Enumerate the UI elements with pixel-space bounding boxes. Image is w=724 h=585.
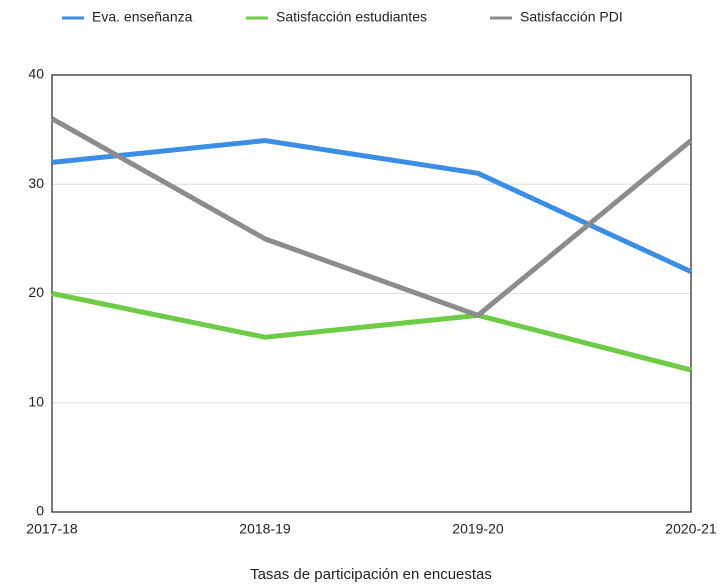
legend-label: Satisfacción PDI (520, 9, 623, 25)
series-line (51, 291, 692, 373)
y-tick-label: 30 (28, 175, 44, 191)
x-tick-label: 2018-19 (239, 521, 291, 537)
x-tick-label: 2019-20 (452, 521, 504, 537)
series-line (50, 116, 693, 318)
y-tick-label: 10 (28, 393, 44, 409)
x-axis-label: Tasas de participación en encuestas (250, 566, 492, 583)
y-tick-label: 0 (36, 503, 44, 519)
y-tick-label: 20 (28, 284, 44, 300)
x-tick-label: 2020-21 (665, 521, 717, 537)
y-tick-label: 40 (28, 66, 44, 82)
series-line (51, 138, 693, 274)
x-tick-label: 2017-18 (26, 521, 78, 537)
legend-label: Eva. enseñanza (92, 9, 193, 25)
legend-label: Satisfacción estudiantes (276, 9, 427, 25)
